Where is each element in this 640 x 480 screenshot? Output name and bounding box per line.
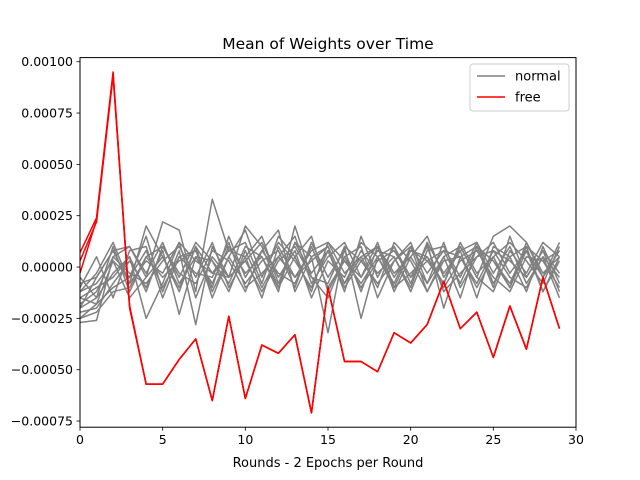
y-tick-label: 0.00025	[21, 208, 73, 223]
series-line-normal-14	[79, 241, 561, 305]
x-tick-label: 25	[485, 432, 501, 447]
x-tick-label: 10	[237, 432, 253, 447]
legend: normal free	[469, 63, 570, 112]
series-line-normal-12	[79, 241, 561, 289]
x-tick-label: 15	[320, 432, 336, 447]
y-tick-label: 0.00100	[21, 54, 73, 69]
y-axis-ticks: −0.00075 −0.00050 −0.00025 0.00000 0.00025 0.…	[11, 54, 80, 429]
y-tick-label: −0.00050	[11, 362, 73, 377]
series-layer	[79, 71, 561, 414]
y-tick-label: 0.00075	[21, 106, 73, 121]
legend-label-normal: normal	[515, 70, 561, 85]
y-tick-label: 0.00000	[21, 260, 73, 275]
y-tick-label: −0.00025	[11, 311, 73, 326]
series-line-free-2	[79, 75, 561, 414]
x-tick-label: 5	[159, 432, 167, 447]
x-axis-ticks: 0 5 10 15 20 25 30	[76, 427, 584, 447]
legend-label-free: free	[515, 91, 541, 106]
y-tick-label: −0.00075	[11, 414, 73, 429]
series-line-normal-15	[79, 235, 560, 293]
y-tick-label: 0.00050	[21, 157, 73, 172]
series-line-normal-10	[79, 241, 560, 305]
chart-title: Mean of Weights over Time	[222, 35, 433, 53]
series-line-normal-6	[79, 229, 561, 299]
x-axis-label: Rounds - 2 Epochs per Round	[233, 456, 424, 471]
series-line-normal-16	[79, 245, 561, 319]
x-tick-label: 30	[568, 432, 584, 447]
x-tick-label: 0	[76, 432, 84, 447]
x-tick-label: 20	[403, 432, 419, 447]
